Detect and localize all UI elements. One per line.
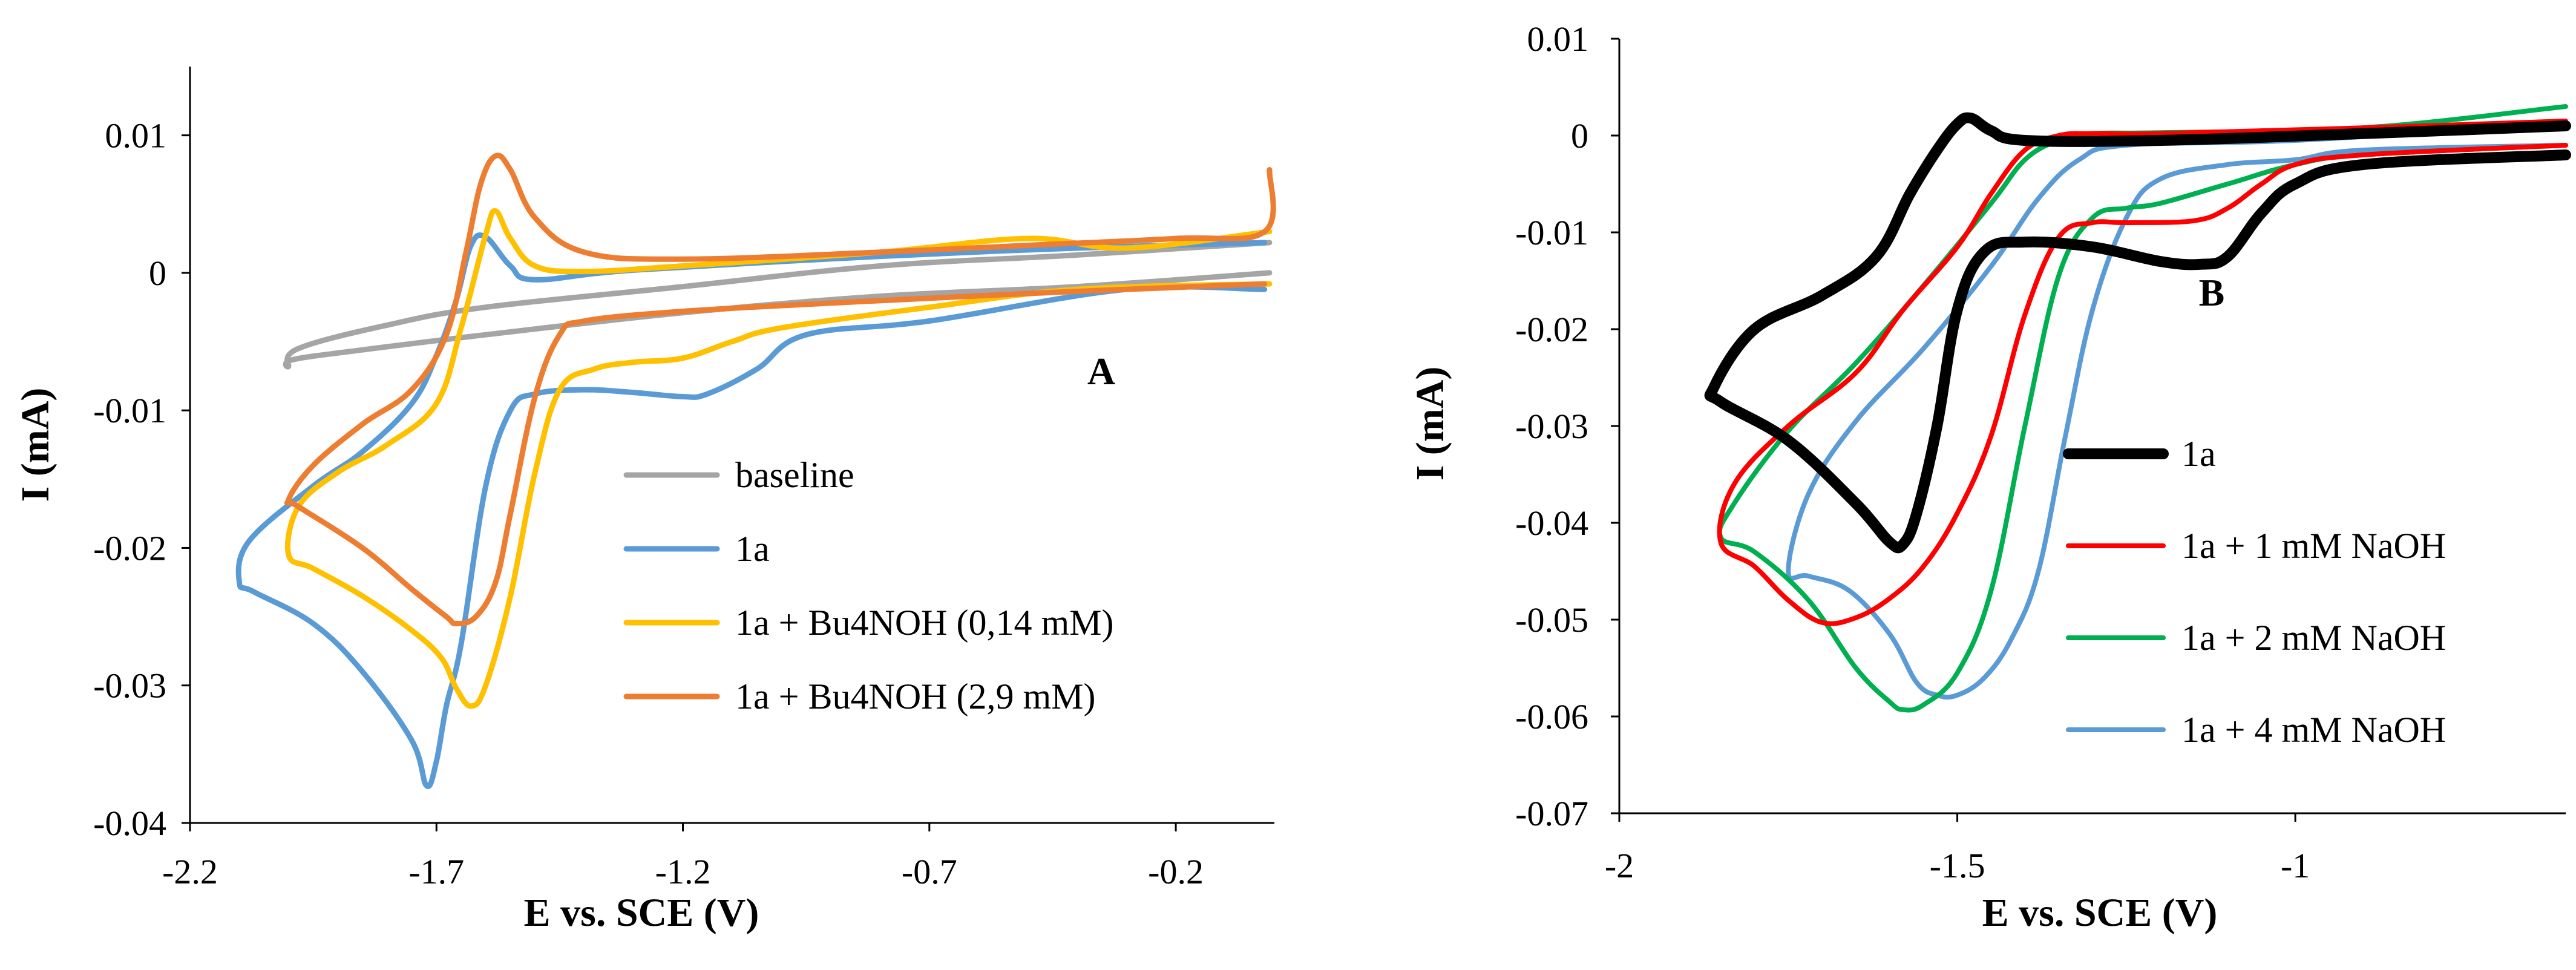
y-tick-label-b-2: -0.01 (1515, 213, 1588, 252)
y-tick-label-b-6: -0.05 (1515, 600, 1588, 640)
y-axis-title-a: I (mA) (13, 388, 57, 502)
legend-label-a-1a-bu4noh-0-14-mm: 1a + Bu4NOH (0,14 mM) (735, 603, 1113, 643)
series-line-b-1a-1-mm-naoh (1717, 119, 2568, 626)
chart-b: 0.01 0 -0.01 -0.02 -0.03 -0.04 -0.05 -0.06 -0.07… (1408, 19, 2571, 935)
y-tick-label-a-4: -0.03 (93, 666, 166, 706)
y-tick-label-a-3: -0.02 (93, 528, 166, 568)
x-tick-label-b-2: -1 (2281, 846, 2310, 885)
legend-label-b-1a: 1a (2181, 434, 2216, 474)
panel-label-a: A (1087, 350, 1115, 393)
y-tick-label-b-0: 0.01 (1527, 19, 1589, 59)
x-tick-label-b-1: -1.5 (1930, 846, 1985, 885)
x-tick-label-a-1: -1.7 (408, 852, 464, 891)
x-tick-label-a-4: -0.2 (1148, 852, 1204, 891)
legend-label-a-1a: 1a (735, 529, 770, 569)
y-tick-label-b-3: -0.02 (1515, 310, 1588, 349)
y-tick-label-b-4: -0.03 (1515, 407, 1588, 446)
y-tick-label-a-1: 0 (149, 254, 166, 293)
legend-label-b-1a-1-mm-naoh: 1a + 1 mM NaOH (2181, 526, 2446, 566)
legend-label-a-baseline: baseline (735, 455, 854, 495)
series-line-a-1a (235, 232, 1268, 790)
panel-label-b: B (2199, 271, 2225, 314)
series-line-b-1a-4-mm-naoh (1786, 121, 2568, 700)
y-tick-label-a-0: 0.01 (105, 116, 167, 156)
series-line-b-1a (1704, 112, 2571, 554)
x-tick-label-a-0: -2.2 (162, 852, 218, 891)
x-axis-title-a: E vs. SCE (V) (524, 891, 759, 935)
x-tick-label-b-0: -2 (1605, 846, 1634, 885)
y-tick-label-b-1: 0 (1571, 116, 1588, 156)
x-tick-label-a-3: -0.7 (902, 852, 957, 891)
chart-a: 0.01 0 -0.01 -0.02 -0.03 -0.04 -2.2 -1.7 -1.2 -0.… (13, 67, 1276, 935)
series-line-a-baseline (283, 240, 1273, 370)
series-line-a-1a-bu4noh-0-14-mm (284, 208, 1273, 709)
y-tick-label-a-2: -0.01 (93, 391, 166, 430)
y-tick-label-a-5: -0.04 (93, 804, 166, 843)
legend-label-b-1a-2-mm-naoh: 1a + 2 mM NaOH (2181, 618, 2446, 658)
legend-label-b-1a-4-mm-naoh: 1a + 4 mM NaOH (2181, 710, 2446, 750)
legend-label-a-1a-bu4noh-2-9-mm: 1a + Bu4NOH (2,9 mM) (735, 677, 1095, 716)
y-tick-label-b-7: -0.06 (1515, 697, 1588, 736)
x-axis-title-b: E vs. SCE (V) (1982, 891, 2218, 935)
y-tick-label-b-8: -0.07 (1515, 794, 1588, 833)
y-axis-title-b: I (mA) (1408, 367, 1452, 481)
y-tick-label-b-5: -0.04 (1515, 503, 1588, 543)
x-tick-label-a-2: -1.2 (655, 852, 711, 891)
series-line-a-1a-bu4noh-2-9-mm (284, 152, 1276, 627)
